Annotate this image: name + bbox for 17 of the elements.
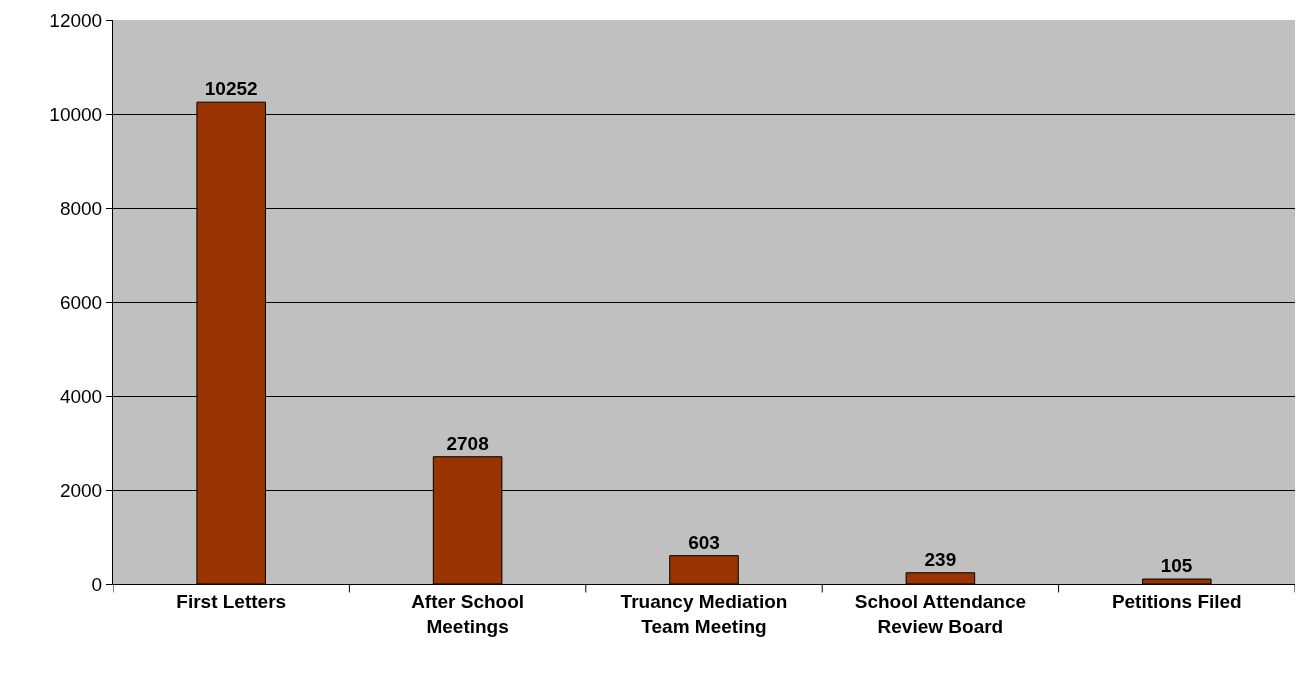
y-tick-label: 4000 [59,385,103,407]
data-label: 2708 [446,432,489,454]
y-tick-label: 6000 [59,291,103,313]
x-tick-label: Truancy Mediation Team Meeting [620,590,788,637]
y-tick-label: 10000 [49,103,103,125]
data-label: 105 [1160,555,1193,577]
x-tick-label: First Letters [176,590,287,612]
y-tick-label: 0 [91,573,103,595]
x-tick-label: Petitions Filed [1111,590,1242,612]
y-tick-label: 12000 [49,9,103,31]
x-tick-label: School Attendance Review Board [854,590,1027,637]
y-tick-label: 2000 [59,479,103,501]
x-tick-label: After School Meetings [411,590,525,637]
y-tick-label: 8000 [59,197,103,219]
data-label: 239 [924,548,957,570]
data-label: 603 [688,531,720,553]
data-label: 10252 [204,78,258,100]
